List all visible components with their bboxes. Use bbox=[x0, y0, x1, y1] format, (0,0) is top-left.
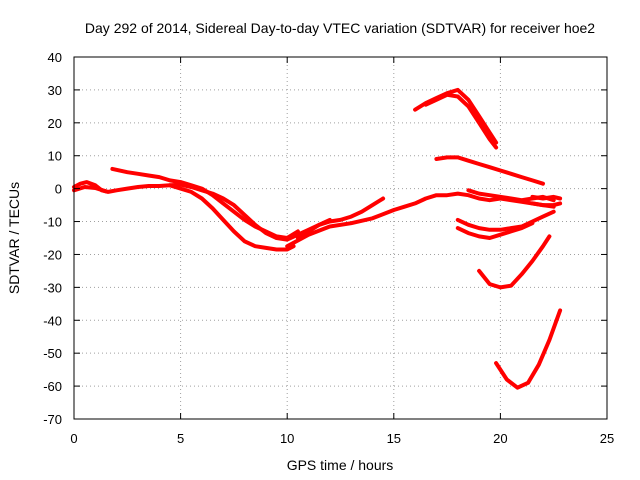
y-tick-label: -60 bbox=[43, 379, 62, 394]
x-axis-label: GPS time / hours bbox=[287, 457, 394, 473]
y-tick-label: -30 bbox=[43, 280, 62, 295]
x-tick-labels: 0 5 10 15 20 25 bbox=[70, 431, 614, 446]
series-arc-13 bbox=[477, 234, 552, 290]
series-arc-4 bbox=[167, 183, 296, 252]
x-tick-label: 5 bbox=[177, 431, 184, 446]
y-tick-label: -10 bbox=[43, 215, 62, 230]
data-series bbox=[72, 87, 563, 390]
plot-frame bbox=[73, 56, 608, 420]
x-tick-label: 15 bbox=[387, 431, 401, 446]
series-arc-3 bbox=[110, 166, 300, 240]
x-tick-label: 25 bbox=[600, 431, 614, 446]
y-axis-label: SDTVAR / TECUs bbox=[6, 182, 22, 294]
series-arc-15 bbox=[530, 201, 563, 208]
y-tick-label: 30 bbox=[48, 83, 62, 98]
y-tick-label: 20 bbox=[48, 116, 62, 131]
y-tick-label: 10 bbox=[48, 149, 62, 164]
y-tick-label: -20 bbox=[43, 247, 62, 262]
y-tick-label: -50 bbox=[43, 346, 62, 361]
x-tick-label: 10 bbox=[280, 431, 294, 446]
y-tick-label: 0 bbox=[55, 182, 62, 197]
x-tick-label: 20 bbox=[493, 431, 507, 446]
y-tick-label: -70 bbox=[43, 412, 62, 427]
series-arc-14 bbox=[494, 308, 563, 390]
x-tick-label: 0 bbox=[70, 431, 77, 446]
series-arc-12 bbox=[455, 221, 535, 240]
y-tick-labels: 40 30 20 10 0 -10 -20 -30 -40 -50 -60 -70 bbox=[43, 50, 62, 427]
chart-title: Day 292 of 2014, Sidereal Day-to-day VTE… bbox=[85, 20, 595, 36]
ticks bbox=[73, 56, 608, 420]
series-arc-9 bbox=[434, 155, 545, 186]
series-arc-6 bbox=[295, 196, 386, 240]
series-arc-16 bbox=[530, 194, 563, 201]
y-tick-label: -40 bbox=[43, 313, 62, 328]
y-tick-label: 40 bbox=[48, 50, 62, 65]
series-arc-8 bbox=[423, 92, 499, 150]
series-arc-11 bbox=[455, 209, 556, 232]
